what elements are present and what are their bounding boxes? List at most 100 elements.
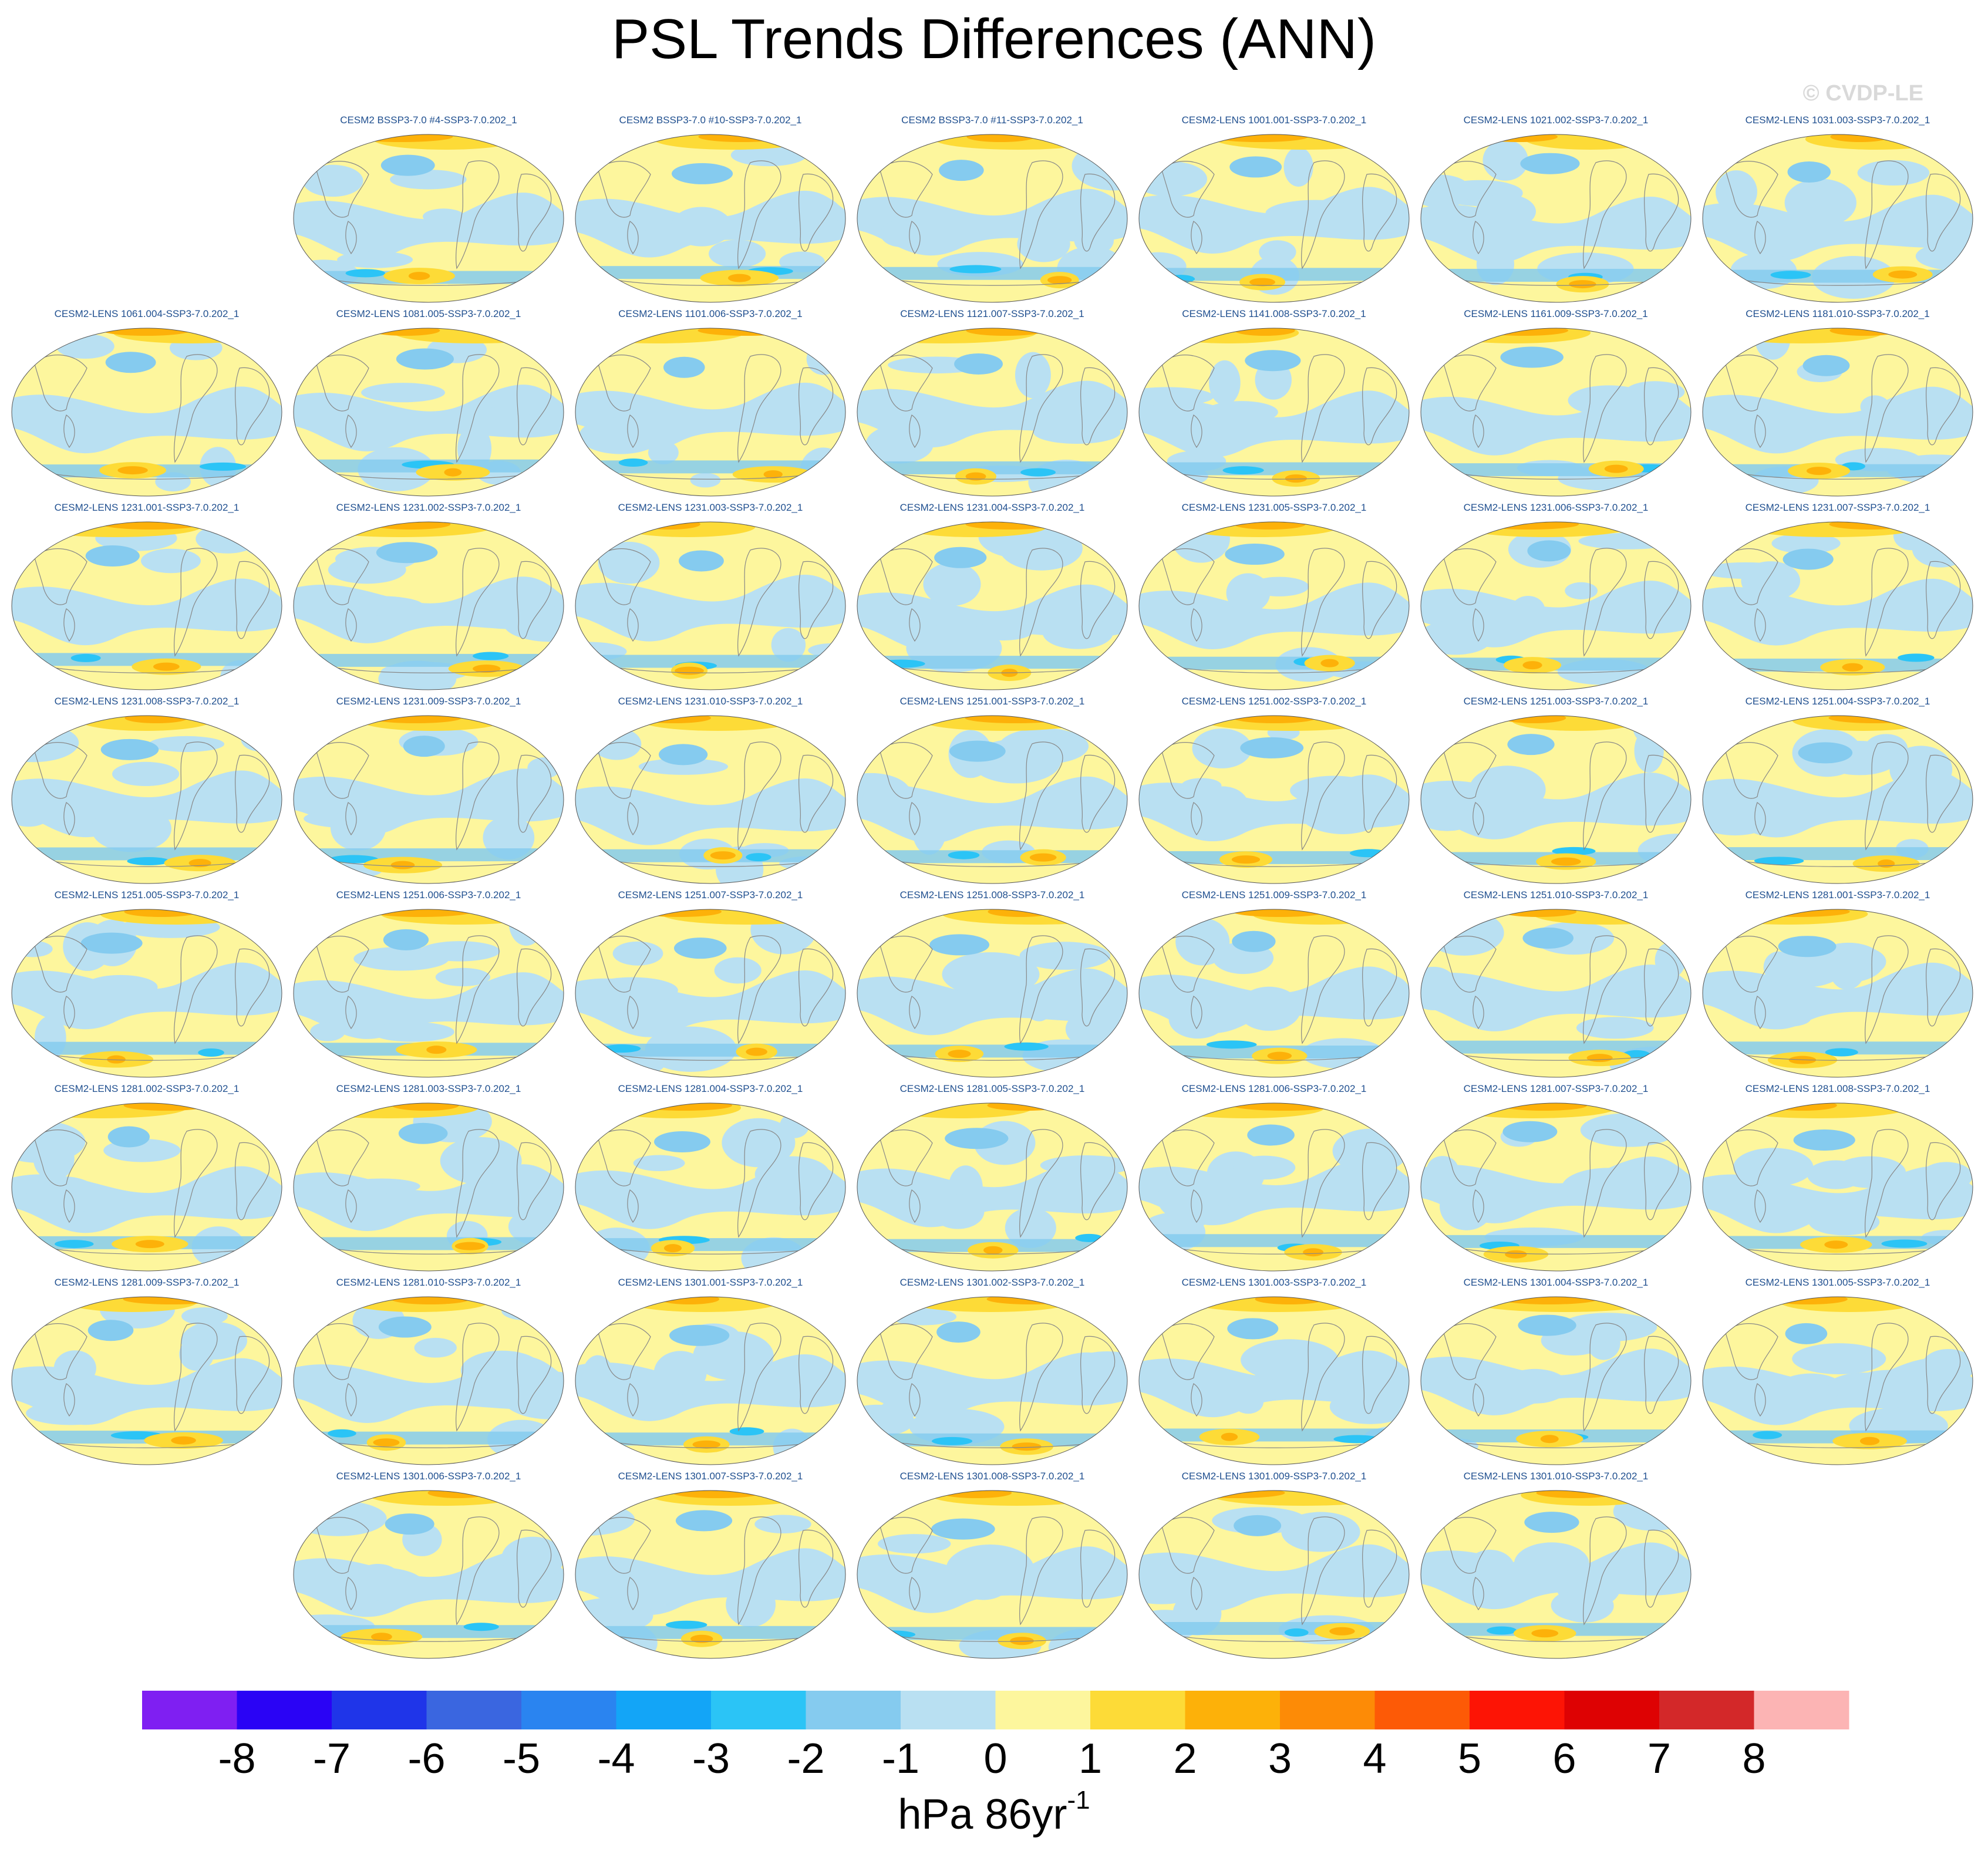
panel-title: CESM2 BSSP3-7.0 #4-SSP3-7.0.202_1 [340,114,517,126]
trend-map [1138,715,1410,884]
map-panel: CESM2-LENS 1251.010-SSP3-7.0.202_1 [1415,889,1697,1083]
map-panel: CESM2-LENS 1081.005-SSP3-7.0.202_1 [288,308,570,502]
trend-map [1138,1296,1410,1465]
map-panel: CESM2-LENS 1281.004-SSP3-7.0.202_1 [570,1083,851,1277]
panel-title: CESM2-LENS 1251.003-SSP3-7.0.202_1 [1463,696,1649,707]
colorbar-swatch [142,1691,237,1729]
trend-map [293,328,564,497]
panel-title: CESM2-LENS 1001.001-SSP3-7.0.202_1 [1181,114,1367,126]
panel-title: CESM2-LENS 1231.009-SSP3-7.0.202_1 [336,696,521,707]
map-panel: CESM2-LENS 1251.008-SSP3-7.0.202_1 [851,889,1133,1083]
panel-title: CESM2-LENS 1251.006-SSP3-7.0.202_1 [336,889,521,901]
colorbar-swatch [901,1691,996,1729]
panel-title: CESM2-LENS 1281.009-SSP3-7.0.202_1 [54,1277,240,1288]
map-panel: CESM2-LENS 1281.003-SSP3-7.0.202_1 [288,1083,570,1277]
panel-title: CESM2-LENS 1231.010-SSP3-7.0.202_1 [618,696,803,707]
colorbar-swatch [1754,1691,1849,1729]
panel-title: CESM2-LENS 1301.007-SSP3-7.0.202_1 [618,1471,803,1482]
panel-title: CESM2-LENS 1161.009-SSP3-7.0.202_1 [1464,308,1648,319]
trend-map [575,134,846,303]
colorbar-tick-label: -6 [407,1735,445,1782]
trend-map [857,1490,1128,1659]
copyright-watermark: © CVDP-LE [1802,81,1923,106]
panel-title: CESM2-LENS 1281.005-SSP3-7.0.202_1 [899,1083,1085,1094]
panel-title: CESM2-LENS 1031.003-SSP3-7.0.202_1 [1745,114,1930,126]
trend-map [293,134,564,303]
map-panel: CESM2 BSSP3-7.0 #10-SSP3-7.0.202_1 [570,114,851,308]
panel-title: CESM2-LENS 1231.007-SSP3-7.0.202_1 [1745,502,1930,513]
trend-map [1702,1102,1973,1272]
colorbar-swatch [1659,1691,1754,1729]
units-exponent: -1 [1067,1786,1090,1815]
trend-map [11,1102,282,1272]
trend-map [1420,134,1692,303]
panel-title: CESM2-LENS 1251.001-SSP3-7.0.202_1 [899,696,1085,707]
colorbar-tick-label: -8 [218,1735,255,1782]
trend-map [1702,909,1973,1078]
map-panel: CESM2-LENS 1231.003-SSP3-7.0.202_1 [570,502,851,696]
trend-map [1420,909,1692,1078]
trend-map [293,1490,564,1659]
panel-title: CESM2-LENS 1251.009-SSP3-7.0.202_1 [1181,889,1367,901]
trend-map [857,1296,1128,1465]
colorbar-swatch [237,1691,332,1729]
trend-map [293,521,564,690]
trend-map [11,1296,282,1465]
panel-title: CESM2-LENS 1231.008-SSP3-7.0.202_1 [54,696,240,707]
panel-title: CESM2-LENS 1231.005-SSP3-7.0.202_1 [1181,502,1367,513]
colorbar-swatch [1470,1691,1565,1729]
colorbar-tick-label: -2 [787,1735,824,1782]
panel-title: CESM2-LENS 1251.002-SSP3-7.0.202_1 [1181,696,1367,707]
panel-title: CESM2-LENS 1281.002-SSP3-7.0.202_1 [54,1083,240,1094]
map-panel: CESM2-LENS 1281.001-SSP3-7.0.202_1 [1697,889,1979,1083]
panel-title: CESM2-LENS 1231.002-SSP3-7.0.202_1 [336,502,521,513]
trend-map [11,521,282,690]
panel-title: CESM2 BSSP3-7.0 #11-SSP3-7.0.202_1 [901,114,1083,126]
map-panel: CESM2-LENS 1251.009-SSP3-7.0.202_1 [1133,889,1415,1083]
trend-map [857,521,1128,690]
colorbar-tick-label: -3 [692,1735,730,1782]
map-panel: CESM2-LENS 1251.004-SSP3-7.0.202_1 [1697,696,1979,889]
panel-title: CESM2-LENS 1181.010-SSP3-7.0.202_1 [1746,308,1930,319]
panel-title: CESM2-LENS 1021.002-SSP3-7.0.202_1 [1463,114,1649,126]
trend-map [1702,715,1973,884]
map-panel: CESM2-LENS 1231.006-SSP3-7.0.202_1 [1415,502,1697,696]
trend-map [1420,521,1692,690]
panel-title: CESM2-LENS 1281.010-SSP3-7.0.202_1 [336,1277,521,1288]
map-panel: CESM2-LENS 1251.001-SSP3-7.0.202_1 [851,696,1133,889]
map-panel: CESM2-LENS 1281.005-SSP3-7.0.202_1 [851,1083,1133,1277]
trend-map [11,909,282,1078]
colorbar-swatch [1185,1691,1281,1729]
map-panel: CESM2-LENS 1281.006-SSP3-7.0.202_1 [1133,1083,1415,1277]
colorbar-tick-label: 4 [1363,1735,1386,1782]
colorbar-swatch [1090,1691,1185,1729]
colorbar-swatch [332,1691,427,1729]
map-panel: CESM2-LENS 1301.009-SSP3-7.0.202_1 [1133,1471,1415,1664]
colorbar-swatch [711,1691,806,1729]
panel-title: CESM2-LENS 1251.010-SSP3-7.0.202_1 [1463,889,1649,901]
panel-title: CESM2-LENS 1081.005-SSP3-7.0.202_1 [336,308,521,319]
trend-map [1138,1490,1410,1659]
panel-title: CESM2-LENS 1101.006-SSP3-7.0.202_1 [618,308,803,319]
colorbar-tick-label: 8 [1742,1735,1765,1782]
colorbar-swatch [806,1691,901,1729]
figure-title: PSL Trends Differences (ANN) [612,8,1376,70]
trend-map [1702,134,1973,303]
trend-map [1420,1490,1692,1659]
map-panel: CESM2-LENS 1281.010-SSP3-7.0.202_1 [288,1277,570,1471]
panel-title: CESM2-LENS 1231.006-SSP3-7.0.202_1 [1463,502,1649,513]
panel-title: CESM2-LENS 1301.010-SSP3-7.0.202_1 [1463,1471,1649,1482]
panel-title: CESM2-LENS 1061.004-SSP3-7.0.202_1 [54,308,240,319]
panel-title: CESM2-LENS 1301.001-SSP3-7.0.202_1 [618,1277,803,1288]
map-panel: CESM2-LENS 1301.010-SSP3-7.0.202_1 [1415,1471,1697,1664]
panel-title: CESM2-LENS 1121.007-SSP3-7.0.202_1 [900,308,1084,319]
map-panel: CESM2-LENS 1251.007-SSP3-7.0.202_1 [570,889,851,1083]
trend-map [293,715,564,884]
map-panel: CESM2-LENS 1251.005-SSP3-7.0.202_1 [6,889,288,1083]
panel-title: CESM2-LENS 1281.001-SSP3-7.0.202_1 [1745,889,1930,901]
trend-map [1138,134,1410,303]
map-panel: CESM2-LENS 1301.004-SSP3-7.0.202_1 [1415,1277,1697,1471]
map-panel: CESM2 BSSP3-7.0 #4-SSP3-7.0.202_1 [288,114,570,308]
panel-title: CESM2-LENS 1251.008-SSP3-7.0.202_1 [899,889,1085,901]
panel-title: CESM2-LENS 1301.005-SSP3-7.0.202_1 [1745,1277,1930,1288]
